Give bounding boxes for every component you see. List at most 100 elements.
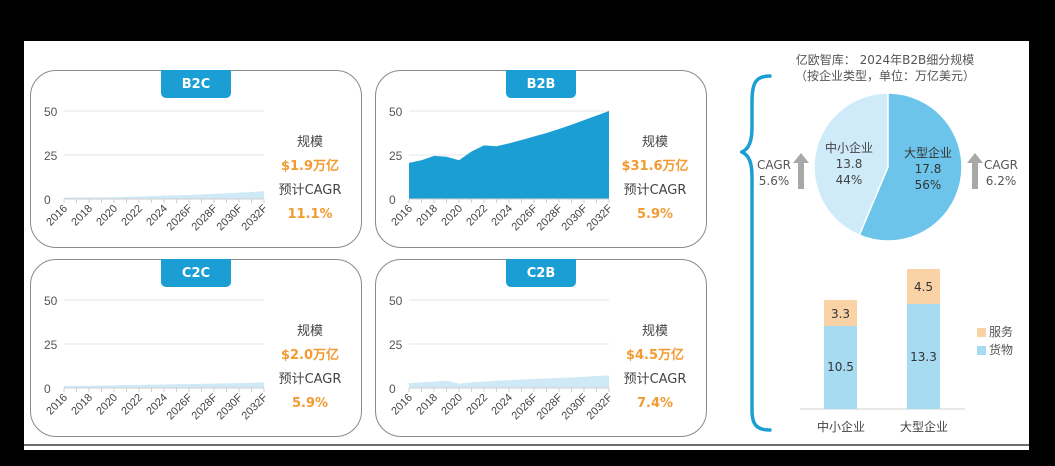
bar-large-service xyxy=(907,269,940,304)
cagr-sme-value: 5.6% xyxy=(758,174,790,188)
svg-text:50: 50 xyxy=(44,105,58,119)
bar-large-goods-label: 13.3 xyxy=(910,350,937,364)
pie-sme-value: 13.8 xyxy=(835,157,863,171)
legend-swatch-service xyxy=(977,328,986,337)
svg-text:50: 50 xyxy=(389,105,403,119)
scale-label: 规模 xyxy=(641,135,668,150)
svg-text:25: 25 xyxy=(389,149,403,163)
bar-sme-service-label: 3.3 xyxy=(830,307,851,321)
pie-sme-name: 中小企业 xyxy=(824,141,873,155)
bar-sme-goods xyxy=(824,326,857,409)
svg-text:2020: 2020 xyxy=(94,203,120,229)
svg-text:25: 25 xyxy=(44,149,58,163)
scale-label: 规模 xyxy=(296,135,323,150)
scale-label: 规模 xyxy=(641,324,668,339)
cagr-label: 预计CAGR xyxy=(623,183,687,198)
pie-chart-title: 亿欧智库： 2024年B2B细分规模 （按企业类型，单位：万亿美元） xyxy=(760,52,1010,84)
svg-text:2022: 2022 xyxy=(119,203,145,229)
pie-chart xyxy=(813,92,963,242)
curly-brace xyxy=(740,74,772,432)
panel-tag: B2B xyxy=(506,70,576,98)
pie-large-name: 大型企业 xyxy=(903,146,952,160)
cagr-label: 预计CAGR xyxy=(278,183,342,198)
cagr-value: 7.4% xyxy=(636,396,674,411)
svg-text:2022: 2022 xyxy=(119,392,145,418)
svg-text:2028F: 2028F xyxy=(190,391,221,422)
svg-text:2030F: 2030F xyxy=(560,391,591,422)
footer-divider xyxy=(24,444,1029,446)
svg-text:2026F: 2026F xyxy=(165,391,196,422)
svg-text:2030F: 2030F xyxy=(215,202,246,233)
pie-label-large: 大型企业 17.8 56% xyxy=(896,145,960,193)
svg-text:2030F: 2030F xyxy=(215,391,246,422)
bar-sme-service xyxy=(824,300,857,326)
svg-text:2028F: 2028F xyxy=(535,391,566,422)
panel-tag: B2C xyxy=(161,70,231,98)
cagr-large-value: 6.2% xyxy=(985,174,1017,188)
svg-text:2020: 2020 xyxy=(439,203,465,229)
svg-text:2022: 2022 xyxy=(464,203,490,229)
panel-stats: 规模 $4.5万亿 预计CAGR 7.4% xyxy=(610,320,700,416)
scale-value: $1.9万亿 xyxy=(280,159,340,174)
svg-text:0: 0 xyxy=(389,382,396,396)
panel-stats: 规模 $1.9万亿 预计CAGR 11.1% xyxy=(265,131,355,227)
svg-text:25: 25 xyxy=(389,338,403,352)
scale-value: $2.0万亿 xyxy=(280,348,340,363)
svg-text:0: 0 xyxy=(44,382,51,396)
scale-value: $4.5万亿 xyxy=(625,348,685,363)
svg-text:2020: 2020 xyxy=(94,392,120,418)
scale-label: 规模 xyxy=(296,324,323,339)
svg-text:2028F: 2028F xyxy=(190,202,221,233)
panel-b2b: B2B 0 25 50 2016 2018 2020 2022 2024 2026F 2028F 2… xyxy=(375,70,707,248)
cagr-value: 5.9% xyxy=(636,207,674,222)
panel-tag: C2B xyxy=(506,259,576,287)
title-line-2: （按企业类型，单位：万亿美元） xyxy=(794,69,975,83)
svg-text:2028F: 2028F xyxy=(535,202,566,233)
panel-b2c: B2C 0 25 50 2016 2018 2020 2022 2024 2026F 2028F 2… xyxy=(30,70,362,248)
svg-text:2026F: 2026F xyxy=(165,202,196,233)
legend-goods-label: 货物 xyxy=(989,343,1014,357)
pie-large-value: 17.8 xyxy=(914,162,942,176)
svg-text:2026F: 2026F xyxy=(510,391,541,422)
panel-stats: 规模 $2.0万亿 预计CAGR 5.9% xyxy=(265,320,355,416)
legend-swatch-goods xyxy=(977,346,986,355)
cagr-value: 5.9% xyxy=(291,396,329,411)
pie-large-pct: 56% xyxy=(914,178,942,192)
pie-sme-pct: 44% xyxy=(835,173,863,187)
svg-text:50: 50 xyxy=(44,294,58,308)
cagr-sme-label: CAGR xyxy=(756,158,791,172)
svg-text:0: 0 xyxy=(44,193,51,207)
svg-text:2018: 2018 xyxy=(69,203,95,229)
pie-slice-large xyxy=(858,92,963,242)
legend-service: 服务 xyxy=(977,323,1013,340)
panel-stats: 规模 $31.6万亿 预计CAGR 5.9% xyxy=(610,131,700,227)
legend-service-label: 服务 xyxy=(989,325,1014,339)
svg-text:2020: 2020 xyxy=(439,392,465,418)
panel-c2c: C2C 0 25 50 2016 2018 2020 2022 2024 2026F 2028F 2… xyxy=(30,259,362,437)
svg-text:2026F: 2026F xyxy=(510,202,541,233)
cagr-large: CAGR 6.2% xyxy=(983,157,1019,189)
bar-large-goods xyxy=(907,304,940,409)
stacked-bar-chart xyxy=(800,269,965,410)
svg-text:2018: 2018 xyxy=(69,392,95,418)
cagr-value: 11.1% xyxy=(287,207,333,222)
svg-text:0: 0 xyxy=(389,193,396,207)
bar-category-sme: 中小企业 xyxy=(816,420,865,434)
legend-goods: 货物 xyxy=(977,341,1013,358)
panel-c2b: C2B 0 25 50 2016 2018 2020 2022 2024 2026F 2028F 2… xyxy=(375,259,707,437)
svg-text:50: 50 xyxy=(389,294,403,308)
title-line-1: 亿欧智库： 2024年B2B细分规模 xyxy=(795,53,975,67)
pie-label-sme: 中小企业 13.8 44% xyxy=(820,140,878,188)
cagr-label: 预计CAGR xyxy=(623,372,687,387)
scale-value: $31.6万亿 xyxy=(621,159,689,174)
cagr-label: 预计CAGR xyxy=(278,372,342,387)
panel-tag: C2C xyxy=(161,259,231,287)
bar-large-service-label: 4.5 xyxy=(913,280,934,294)
svg-text:2030F: 2030F xyxy=(560,202,591,233)
svg-text:25: 25 xyxy=(44,338,58,352)
cagr-sme: CAGR 5.6% xyxy=(756,157,792,189)
